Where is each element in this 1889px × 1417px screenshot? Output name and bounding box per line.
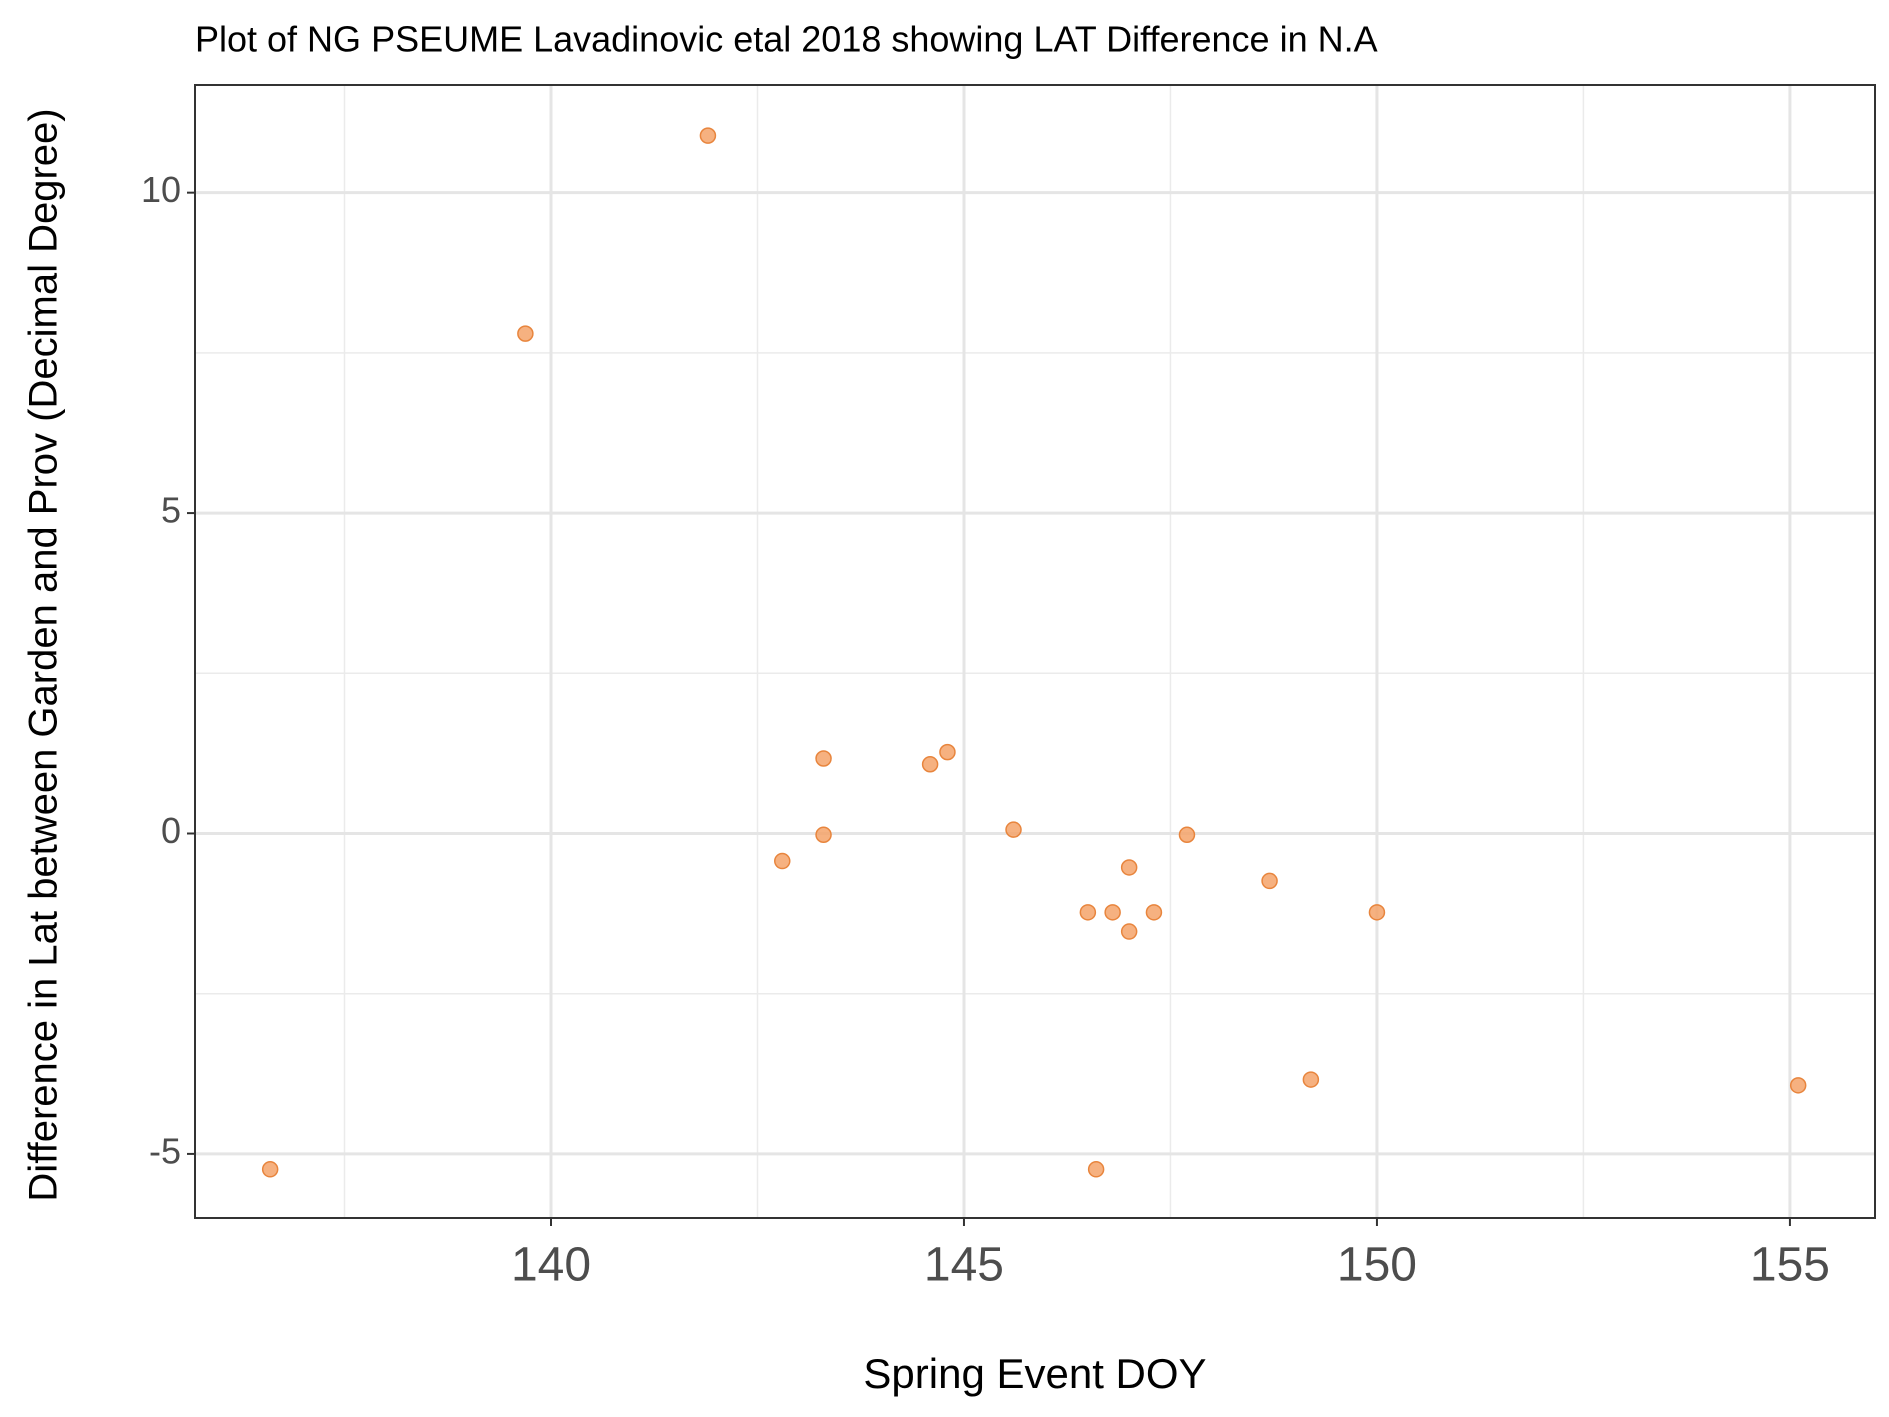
point bbox=[1079, 904, 1097, 921]
point bbox=[1789, 1077, 1807, 1094]
point bbox=[1120, 859, 1138, 876]
point bbox=[261, 1161, 279, 1178]
point bbox=[1005, 821, 1022, 838]
point bbox=[1087, 1161, 1105, 1178]
point bbox=[1302, 1071, 1320, 1088]
point bbox=[774, 852, 791, 870]
x-tick-label: 150 bbox=[1337, 1239, 1417, 1292]
x-tick-label: 155 bbox=[1750, 1239, 1830, 1292]
y-axis-title: Difference in Lat between Garden and Pro… bbox=[22, 108, 66, 1201]
point bbox=[1261, 872, 1278, 890]
y-tick-label: 0 bbox=[161, 810, 181, 851]
panel-border bbox=[194, 84, 1876, 1219]
point bbox=[1104, 904, 1121, 921]
x-tick-label: 145 bbox=[924, 1239, 1004, 1292]
y-tick-label: -5 bbox=[149, 1130, 181, 1171]
point bbox=[939, 743, 956, 761]
point bbox=[1178, 826, 1196, 844]
point bbox=[815, 826, 832, 844]
point bbox=[815, 750, 832, 767]
chart-title: Plot of NG PSEUME Lavadinovic etal 2018 … bbox=[195, 19, 1378, 60]
x-axis-title: Spring Event DOY bbox=[863, 1350, 1206, 1397]
point bbox=[1145, 904, 1163, 921]
x-tick-label: 140 bbox=[511, 1239, 591, 1292]
point bbox=[1368, 904, 1386, 921]
y-tick-label: 10 bbox=[141, 169, 181, 210]
point bbox=[921, 756, 939, 773]
point bbox=[699, 127, 717, 144]
point bbox=[517, 325, 534, 342]
y-tick-label: 5 bbox=[161, 490, 181, 531]
point bbox=[1120, 923, 1138, 940]
